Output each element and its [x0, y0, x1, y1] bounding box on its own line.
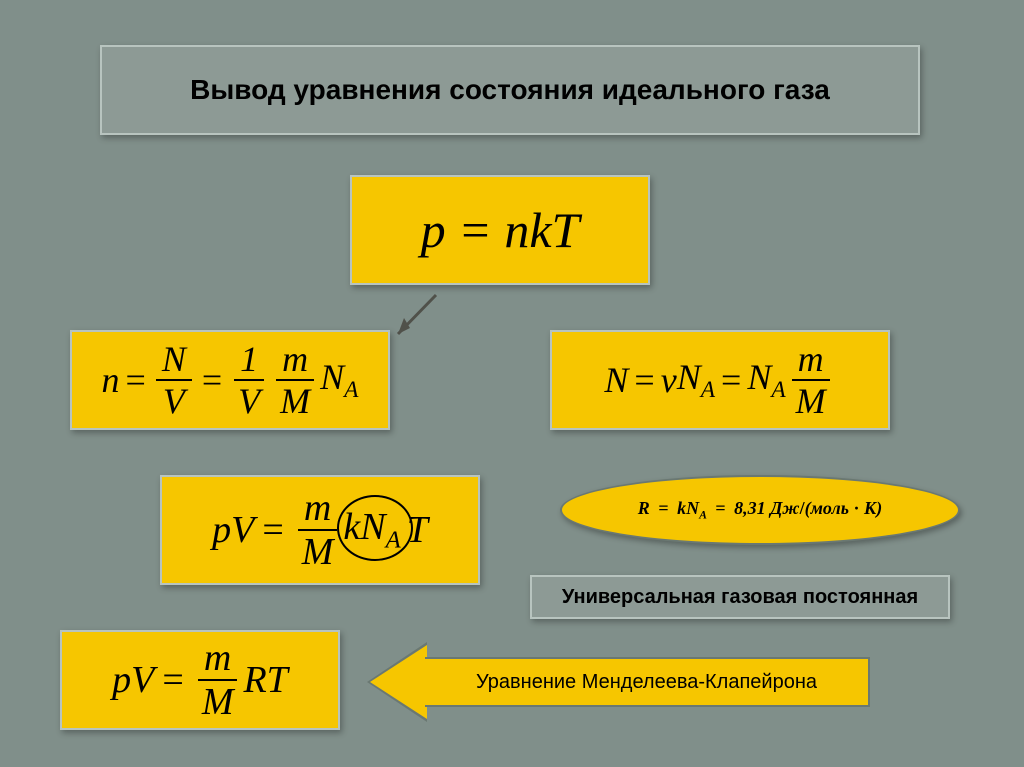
- const-text: R = kNA = 8,31 Дж/(моль · К): [638, 498, 882, 522]
- eq: =: [634, 359, 654, 401]
- circled-kna: kNA: [343, 505, 400, 555]
- na2: NA: [747, 356, 785, 404]
- lhs: n: [102, 359, 120, 401]
- lhs: pV: [212, 508, 254, 552]
- arrow-body: Уравнение Менделеева-Клапейрона: [425, 657, 870, 707]
- arrow-icon: [388, 290, 448, 345]
- arrow-mendeleev: Уравнение Менделеева-Клапейрона: [370, 645, 870, 720]
- rt: RT: [243, 658, 287, 702]
- eq: =: [202, 359, 222, 401]
- nu: ν: [661, 359, 677, 401]
- arrow-label: Уравнение Менделеева-Клапейрона: [476, 671, 817, 694]
- formula-text: p = nkT: [421, 201, 580, 259]
- frac-mm: m M: [196, 639, 240, 721]
- frac-mm: m M: [790, 341, 832, 419]
- label-text: Универсальная газовая постоянная: [562, 586, 918, 609]
- lhs: N: [604, 359, 628, 401]
- formula-N-count: N = ν NA = NA m M: [550, 330, 890, 430]
- na: NA: [320, 356, 358, 404]
- formula-pnkt: p = nkT: [350, 175, 650, 285]
- frac-1v: 1 V: [232, 341, 266, 419]
- na: NA: [677, 356, 715, 404]
- frac-nv: N V: [156, 341, 192, 419]
- constant-ellipse: R = kNA = 8,31 Дж/(моль · К): [560, 475, 960, 545]
- eq: =: [262, 508, 283, 552]
- title-panel: Вывод уравнения состояния идеального газ…: [100, 45, 920, 135]
- formula-pv-knat: pV = m M kNA T: [160, 475, 480, 585]
- lhs: pV: [112, 658, 154, 702]
- formula-pv-rt: pV = m M RT: [60, 630, 340, 730]
- frac-mm: m M: [274, 341, 316, 419]
- formula-n-density: n = N V = 1 V m M NA: [70, 330, 390, 430]
- eq: =: [126, 359, 146, 401]
- page-title: Вывод уравнения состояния идеального газ…: [190, 74, 830, 106]
- frac-mm: m M: [296, 489, 340, 571]
- eq: =: [721, 359, 741, 401]
- eq: =: [162, 658, 183, 702]
- arrow-head: [370, 645, 427, 719]
- label-universal-constant: Универсальная газовая постоянная: [530, 575, 950, 619]
